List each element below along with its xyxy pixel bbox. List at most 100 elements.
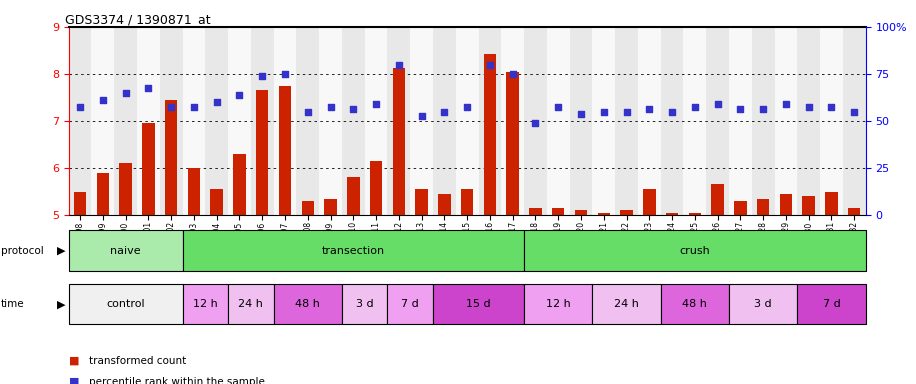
Bar	[228, 27, 251, 215]
Bar	[342, 27, 365, 215]
Point	[369, 101, 384, 108]
Bar	[324, 199, 337, 215]
Text: 48 h: 48 h	[682, 299, 707, 310]
Bar	[825, 192, 838, 215]
Bar	[137, 27, 159, 215]
Bar	[387, 284, 433, 324]
Bar	[797, 284, 866, 324]
Point	[573, 111, 588, 117]
Point	[187, 104, 202, 110]
Bar	[234, 154, 245, 215]
Bar	[574, 210, 587, 215]
Bar	[843, 27, 866, 215]
Bar	[347, 177, 360, 215]
Bar	[524, 27, 547, 215]
Point	[779, 101, 793, 108]
Text: 7 d: 7 d	[401, 299, 420, 310]
Bar	[74, 192, 86, 215]
Point	[847, 109, 862, 115]
Bar	[620, 210, 633, 215]
Bar	[119, 163, 132, 215]
Point	[710, 101, 725, 108]
Point	[278, 71, 292, 77]
Point	[733, 106, 747, 112]
Bar	[507, 71, 519, 215]
Text: ▶: ▶	[57, 245, 65, 256]
Point	[460, 104, 474, 110]
Bar	[410, 27, 433, 215]
Point	[529, 120, 543, 126]
Bar	[660, 284, 729, 324]
Point	[802, 104, 816, 110]
Point	[688, 104, 703, 110]
Text: time: time	[1, 299, 25, 310]
Bar	[342, 284, 387, 324]
Bar	[712, 184, 724, 215]
Bar	[228, 284, 274, 324]
Point	[551, 104, 565, 110]
Text: 3 d: 3 d	[356, 299, 374, 310]
Bar	[706, 27, 729, 215]
Bar	[278, 86, 291, 215]
Point	[164, 104, 179, 110]
Bar	[524, 230, 866, 271]
Bar	[319, 27, 342, 215]
Bar	[274, 27, 297, 215]
Bar	[142, 123, 155, 215]
Bar	[297, 27, 319, 215]
Bar	[524, 284, 593, 324]
Bar	[433, 284, 524, 324]
Bar	[159, 27, 182, 215]
Bar	[188, 168, 201, 215]
Bar	[438, 194, 451, 215]
Text: GDS3374 / 1390871_at: GDS3374 / 1390871_at	[65, 13, 211, 26]
Bar	[501, 27, 524, 215]
Point	[665, 109, 680, 115]
Text: 3 d: 3 d	[755, 299, 772, 310]
Bar	[96, 173, 109, 215]
Bar	[638, 27, 660, 215]
Bar	[69, 27, 92, 215]
Text: transformed count: transformed count	[89, 356, 186, 366]
Point	[619, 109, 634, 115]
Text: naive: naive	[110, 245, 141, 256]
Point	[232, 92, 246, 98]
Bar	[478, 27, 501, 215]
Bar	[529, 208, 541, 215]
Bar	[734, 201, 747, 215]
Bar	[729, 284, 797, 324]
Point	[756, 106, 770, 112]
Bar	[205, 27, 228, 215]
Bar	[433, 27, 456, 215]
Bar	[114, 27, 137, 215]
Bar	[182, 230, 524, 271]
Text: ▶: ▶	[57, 299, 65, 310]
Point	[483, 61, 497, 68]
Point	[414, 113, 429, 119]
Text: 24 h: 24 h	[614, 299, 639, 310]
Text: 15 d: 15 d	[466, 299, 491, 310]
Point	[72, 104, 87, 110]
Bar	[211, 189, 223, 215]
Bar	[165, 100, 178, 215]
Bar	[547, 27, 570, 215]
Bar	[797, 27, 820, 215]
Point	[141, 85, 156, 91]
Point	[255, 73, 269, 79]
Point	[323, 104, 338, 110]
Bar	[182, 284, 228, 324]
Bar	[729, 27, 752, 215]
Bar	[182, 27, 205, 215]
Bar	[616, 27, 638, 215]
Text: 12 h: 12 h	[546, 299, 571, 310]
Text: 12 h: 12 h	[193, 299, 218, 310]
Text: ■: ■	[69, 356, 79, 366]
Point	[95, 97, 110, 103]
Bar	[393, 68, 405, 215]
Bar	[660, 27, 683, 215]
Bar	[69, 284, 182, 324]
Point	[118, 90, 133, 96]
Text: transection: transection	[322, 245, 385, 256]
Bar	[689, 213, 701, 215]
Bar	[593, 27, 616, 215]
